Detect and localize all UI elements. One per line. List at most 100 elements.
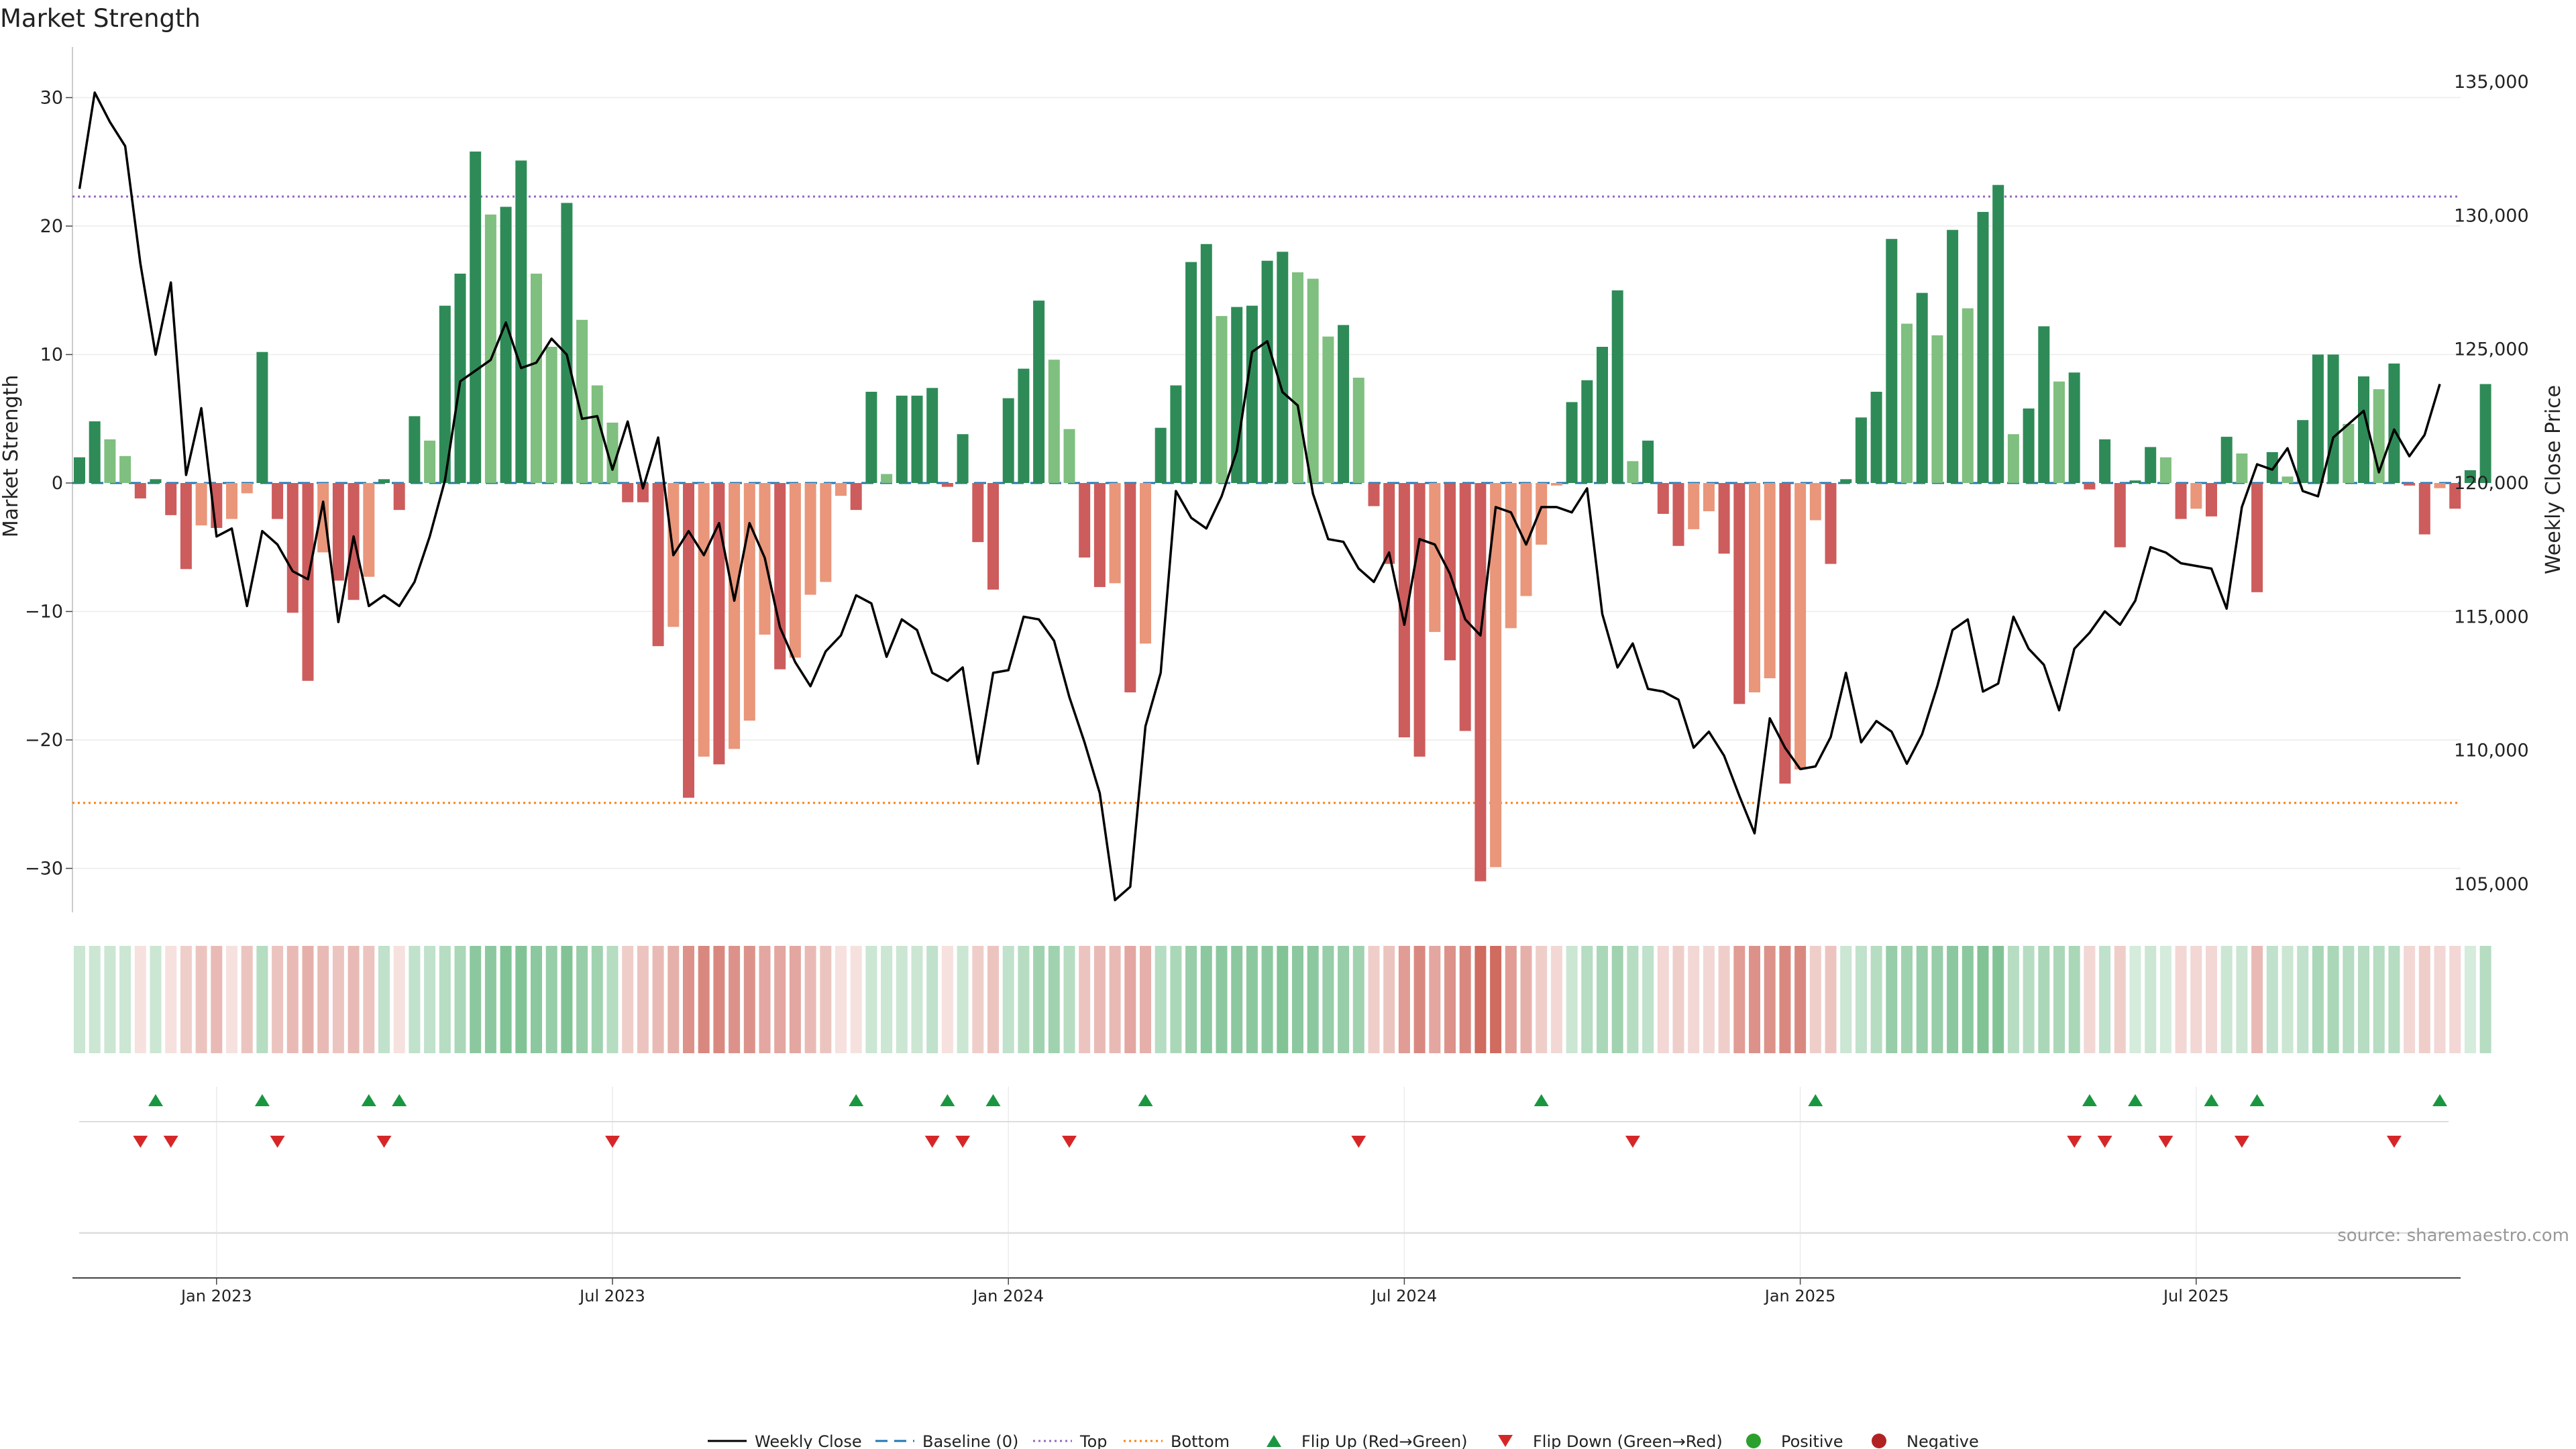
strength-bar <box>957 434 969 483</box>
flip-down-marker <box>2097 1136 2112 1148</box>
strength-bar <box>789 483 801 658</box>
legend-item-flip-down: Flip Down (Green→Red) <box>1498 1432 1723 1449</box>
heatstrip-cell <box>531 946 542 1053</box>
strength-bar <box>1490 483 1502 867</box>
heatstrip-cell <box>454 946 466 1053</box>
right-tick-label: 115,000 <box>2454 606 2529 627</box>
heatstrip-cell <box>1429 946 1441 1053</box>
left-tick-label: 20 <box>40 216 63 237</box>
strength-bar <box>1779 483 1791 784</box>
strength-bar <box>1901 323 1913 483</box>
legend-item-flip-up: Flip Up (Red→Green) <box>1267 1432 1468 1449</box>
heatstrip-cell <box>2418 946 2430 1053</box>
heatstrip-cell <box>2084 946 2096 1053</box>
heatstrip-cell <box>911 946 923 1053</box>
heatstrip-cell <box>393 946 405 1053</box>
heatstrip-cell <box>1642 946 1654 1053</box>
strength-bar <box>1368 483 1380 506</box>
heatstrip-cell <box>1977 946 1989 1053</box>
flip-down-marker <box>270 1136 285 1148</box>
strength-bar <box>1124 483 1136 693</box>
legend-label: Top <box>1079 1432 1108 1449</box>
heatstrip-cell <box>1794 946 1807 1053</box>
heatstrip-cell <box>622 946 634 1053</box>
heatstrip-cell <box>2206 946 2217 1053</box>
heatstrip-cell <box>2434 946 2446 1053</box>
strength-bar <box>470 151 482 483</box>
heatstrip-cell <box>1459 946 1471 1053</box>
heatstrip-cell <box>1749 946 1760 1053</box>
strength-bar <box>2251 483 2263 592</box>
left-tick-label: −20 <box>25 730 63 751</box>
legend-item-positive: Positive <box>1746 1432 1843 1449</box>
strength-bar <box>1992 184 2004 483</box>
flip-down-marker <box>2158 1136 2174 1148</box>
strength-bar <box>363 483 375 577</box>
heatstrip-cell <box>545 946 557 1053</box>
heatstrip-cell <box>1200 946 1212 1053</box>
heatstrip-cell <box>2312 946 2324 1053</box>
heatstrip-cell <box>211 946 223 1053</box>
heatstrip-cell <box>89 946 101 1053</box>
strength-bar <box>2236 453 2248 483</box>
right-axis-label: Weekly Close Price <box>2542 385 2565 574</box>
legend-item-bottom: Bottom <box>1124 1432 1230 1449</box>
flip-down-marker <box>924 1136 940 1148</box>
heatstrip-cell <box>1627 946 1639 1053</box>
strength-bar <box>1642 440 1654 483</box>
weekly-close-series <box>78 91 2441 902</box>
strength-bar <box>2114 483 2126 547</box>
heatstrip-cell <box>1444 946 1456 1053</box>
heatstrip-cell <box>1322 946 1334 1053</box>
legend-label: Baseline (0) <box>922 1432 1018 1449</box>
heatstrip-cell <box>1093 946 1106 1053</box>
heatstrip-cell <box>835 946 847 1053</box>
strength-bar <box>1322 336 1334 483</box>
strength-bar <box>1916 292 1928 483</box>
strength-bar <box>2418 483 2430 535</box>
strength-bar <box>332 483 344 581</box>
strength-bar <box>439 305 451 483</box>
strength-bar <box>2159 457 2171 483</box>
heatstrip-cell <box>1474 946 1487 1053</box>
heatstrip-cell <box>2404 946 2416 1053</box>
strength-bar <box>119 455 131 483</box>
heatstrip-cell <box>409 946 421 1053</box>
heatstrip-cell <box>226 946 237 1053</box>
heatstrip-cell <box>1657 946 1669 1053</box>
strength-bar <box>317 483 329 553</box>
left-tick-label: −10 <box>25 602 63 623</box>
flip-up-marker <box>940 1094 955 1106</box>
heatstrip-cell <box>1764 946 1776 1053</box>
strength-bar <box>531 273 542 483</box>
strength-bar <box>2053 381 2065 483</box>
heatstrip-cell <box>2373 946 2385 1053</box>
strength-bar <box>1611 290 1623 484</box>
strength-bar <box>2038 326 2050 483</box>
strength-bar <box>1809 483 1821 521</box>
strength-bar <box>286 483 299 613</box>
x-tick-label: Jan 2023 <box>180 1287 252 1305</box>
weekly-close-line <box>78 91 2441 902</box>
flip-down-marker <box>133 1136 148 1148</box>
strength-bar <box>576 319 588 483</box>
strength-bar <box>1018 368 1030 483</box>
strength-bar <box>1840 479 1852 483</box>
heatstrip-cell <box>637 946 649 1053</box>
heatstrip-cell <box>1261 946 1273 1053</box>
heatstrip-cell <box>256 946 268 1053</box>
strength-bar <box>256 352 268 483</box>
heatstrip-cell <box>987 946 999 1053</box>
strength-bar <box>74 457 85 483</box>
legend: Weekly Close Baseline (0) Top Bottom Flip Up… <box>708 1432 1979 1449</box>
strength-bar <box>987 483 999 590</box>
heatstrip-cell <box>2038 946 2050 1053</box>
strength-bar <box>302 483 314 681</box>
heatstrip-cell <box>1368 946 1380 1053</box>
heatstrip-cell <box>1307 946 1319 1053</box>
strength-bar <box>2358 376 2369 483</box>
strength-bar <box>272 483 284 519</box>
strength-bar <box>1093 483 1106 588</box>
strength-bar <box>774 483 786 669</box>
heatstrip-cell <box>272 946 284 1053</box>
